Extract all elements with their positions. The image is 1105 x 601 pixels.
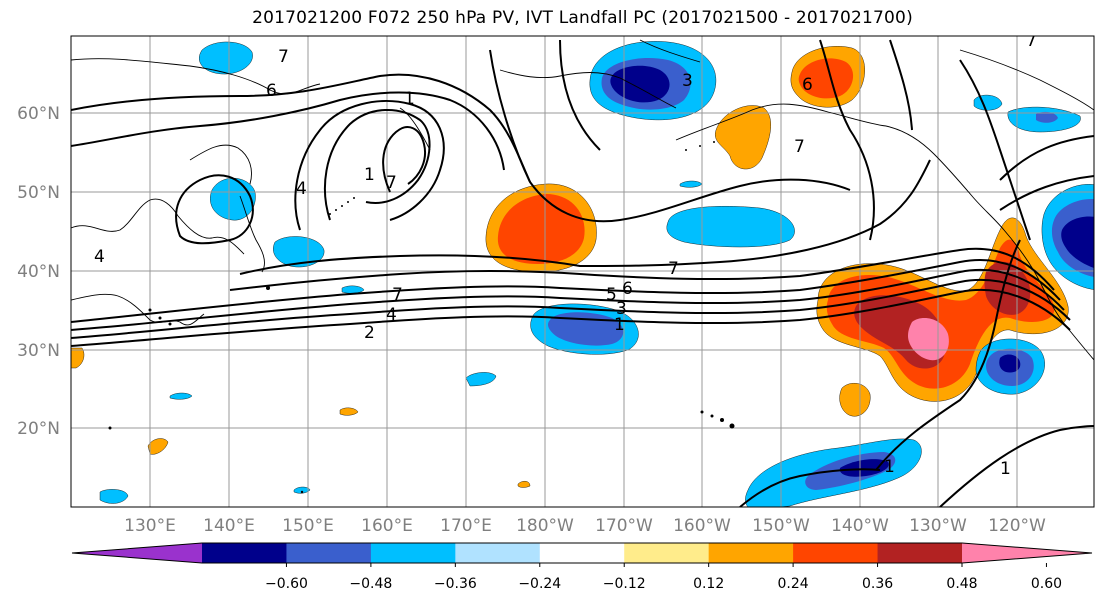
negative-anomaly-patch [273,236,325,268]
colorbar-segment [708,543,794,563]
lat-label: 60°N [17,104,60,124]
contour-label: 7 [794,137,805,157]
contour-label: 7 [278,47,289,67]
contour-label: 3 [616,299,627,319]
positive-anomaly-patch [71,347,85,369]
colorbar-tick-label: 0.24 [778,576,809,592]
contour-labels: 7 6 1 4 7 7 4 2 5 6 3 1 4 7 7 1 1 6 3 7 … [94,31,1037,479]
contour-label: 4 [386,305,397,325]
negative-anomaly-patch [210,177,256,221]
contour-label: 1 [364,165,375,185]
colorbar-segment [793,543,879,563]
positive-anomaly-patch [517,481,531,488]
lon-label: 150°E [282,516,334,536]
contour-label: 7 [1026,31,1037,51]
contour-label: 1 [884,457,895,477]
colorbar-segment [286,543,372,563]
lon-label: 140°E [203,516,255,536]
negative-anomaly-patch [169,392,193,400]
contour-label: 7 [668,259,679,279]
negative-anomaly-patch [610,65,670,103]
colorbar-extension-high [962,543,1092,563]
lon-label: 140°W [831,516,889,536]
lat-label: 20°N [17,419,60,439]
lon-label: 130°W [909,516,967,536]
negative-anomaly-patch [465,372,497,387]
negative-anomaly-patch [341,285,365,294]
negative-anomaly-patch [666,206,795,248]
colorbar-tick-label: −0.48 [349,576,392,592]
positive-anomaly-patch [339,407,359,416]
negative-anomaly-patch [1036,111,1058,123]
contour-label: 6 [802,75,813,95]
contour-label: 3 [682,71,693,91]
contour-label: 1 [614,315,625,335]
contour-label: 6 [266,81,277,101]
negative-anomaly-patch [293,486,311,494]
positive-anomaly-patch [147,438,169,455]
lat-label: 40°N [17,262,60,282]
lon-label: 160°E [361,516,413,536]
contour-label: 4 [94,247,105,267]
colorbar-segment [455,543,541,563]
colorbar-tick-label: −0.24 [518,576,561,592]
contour-label: 2 [364,323,375,343]
map-border [70,35,1095,508]
lon-label: 130°E [124,516,176,536]
contour-label: 5 [606,285,617,305]
positive-anomaly-patch [715,105,771,170]
negative-anomaly-patch [839,459,889,477]
graticule [71,36,1094,507]
colorbar-segment [370,543,456,563]
contour-label: 6 [622,279,633,299]
colorbar-tick-label: 0.48 [946,576,977,592]
positive-anomaly-patch [798,58,854,99]
lon-label: 160°W [673,516,731,536]
longitude-labels: 130°E 140°E 150°E 160°E 170°E 180°W 170°… [124,516,1046,536]
colorbar-outline [71,542,1093,564]
colorbar-tick-label: −0.60 [265,576,308,592]
lon-label: 120°W [988,516,1046,536]
lat-label: 50°N [17,183,60,203]
contour-label: 7 [386,173,397,193]
map-title: 2017021200 F072 250 hPa PV, IVT Landfall… [252,8,913,28]
contour-label: 1 [404,89,415,109]
lat-label: 30°N [17,341,60,361]
lon-label: 170°W [595,516,653,536]
contour-label: 1 [1000,459,1011,479]
colorbar-tick-label: 0.36 [862,576,893,592]
contour-label: 4 [296,179,307,199]
colorbar-segment [539,543,625,563]
shading-layer [71,41,1094,507]
latitude-labels: 60°N 50°N 40°N 30°N 20°N [17,104,60,439]
lon-label: 170°E [440,516,492,536]
positive-anomaly-patch [984,261,1031,315]
colorbar-segment [877,543,963,563]
colorbar-extension-low [72,543,202,563]
negative-anomaly-patch [1061,216,1094,269]
islands [108,141,735,494]
colorbar-tick-label: 0.12 [693,576,724,592]
colorbar-labels: −0.60 −0.48 −0.36 −0.24 −0.12 0.12 0.24 0.36 0.4… [265,563,1062,592]
lon-label: 180°W [516,516,574,536]
colorbar-segment [202,543,287,563]
colorbar-tick-label: −0.12 [603,576,646,592]
negative-anomaly-patch [99,489,129,504]
colorbar-segment [624,543,710,563]
colorbar-tick-label: 0.60 [1031,576,1062,592]
pv-contours [71,39,1094,507]
positive-anomaly-patch [839,383,871,417]
lon-label: 150°W [752,516,810,536]
contour-label: 7 [392,285,403,305]
negative-anomaly-patch [999,354,1021,373]
colorbar-tick-label: −0.36 [434,576,477,592]
colorbar [71,542,1093,564]
